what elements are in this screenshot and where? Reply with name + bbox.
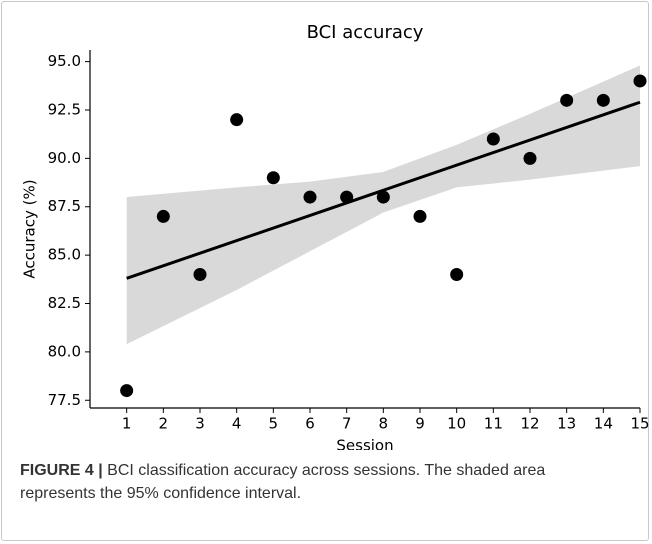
x-tick-label: 13 — [557, 415, 576, 433]
x-axis-label: Session — [336, 437, 393, 451]
x-tick-label: 4 — [232, 415, 242, 433]
fit-line — [126, 100, 641, 280]
data-point — [633, 74, 647, 88]
data-point — [376, 190, 390, 204]
caption: FIGURE 4 | BCI classification accuracy a… — [20, 459, 620, 505]
x-tick-label: 6 — [305, 415, 315, 433]
y-tick-label: 95.0 — [48, 52, 81, 70]
data-point — [156, 209, 170, 223]
data-point — [193, 267, 207, 281]
data-point — [340, 190, 354, 204]
chart-title: BCI accuracy — [307, 22, 424, 43]
data-point — [523, 151, 537, 165]
y-axis-label: Accuracy (%) — [21, 179, 39, 278]
data-point — [303, 190, 317, 204]
data-point — [413, 209, 427, 223]
x-tick-label: 9 — [415, 415, 425, 433]
x-tick-label: 11 — [484, 415, 503, 433]
caption-text: BCI classification accuracy across sessi… — [20, 462, 546, 502]
data-point — [450, 267, 464, 281]
data-point — [486, 132, 500, 146]
x-tick-label: 3 — [195, 415, 205, 433]
data-point — [266, 171, 280, 185]
x-tick-label: 2 — [159, 415, 169, 433]
chart: BCI accuracy Session Accuracy (%) 77.5 80… — [21, 22, 650, 451]
x-tick-label: 12 — [520, 415, 539, 433]
y-tick-label: 82.5 — [48, 294, 81, 312]
x-tick-label: 7 — [342, 415, 352, 433]
data-point — [596, 93, 610, 107]
y-tick-label: 85.0 — [48, 246, 81, 264]
y-tick-label: 77.5 — [48, 391, 81, 409]
data-point — [120, 384, 134, 398]
x-tick-label: 15 — [630, 415, 649, 433]
x-tick-label: 10 — [447, 415, 466, 433]
data-point — [230, 113, 244, 127]
y-tick-label: 92.5 — [48, 100, 81, 118]
confidence-band — [126, 65, 640, 345]
y-tick-label: 87.5 — [48, 197, 81, 215]
y-tick-label: 80.0 — [48, 342, 81, 360]
x-tick-label: 5 — [269, 415, 279, 433]
x-tick-label: 8 — [379, 415, 389, 433]
x-tick-label: 1 — [122, 415, 132, 433]
x-tick-label: 14 — [594, 415, 613, 433]
caption-label: FIGURE 4 | — [20, 462, 103, 479]
data-point — [560, 93, 574, 107]
y-tick-label: 90.0 — [48, 149, 81, 167]
